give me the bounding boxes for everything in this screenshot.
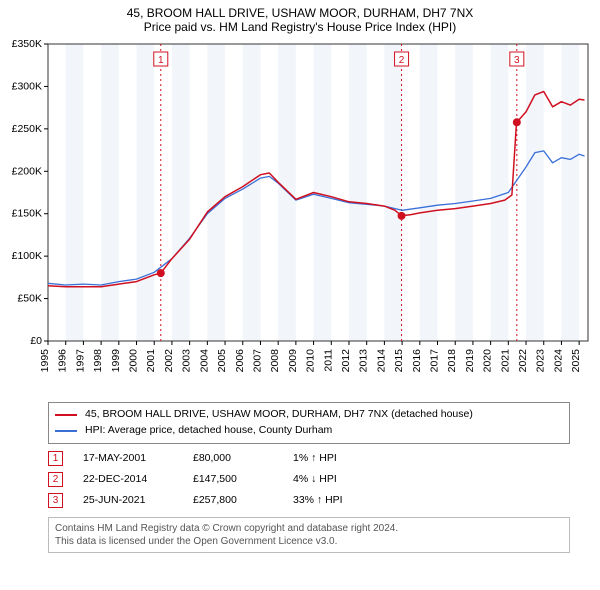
svg-text:2019: 2019	[464, 349, 476, 373]
sale-delta: 33% ↑ HPI	[293, 494, 373, 506]
page-subtitle: Price paid vs. HM Land Registry's House …	[10, 20, 590, 34]
sale-date: 22-DEC-2014	[83, 473, 173, 485]
sale-price: £147,500	[193, 473, 273, 485]
svg-text:£50K: £50K	[17, 293, 42, 305]
svg-text:£0: £0	[30, 335, 42, 347]
svg-text:2016: 2016	[411, 349, 423, 373]
svg-text:2025: 2025	[570, 349, 582, 373]
svg-text:2: 2	[399, 55, 405, 66]
legend: 45, BROOM HALL DRIVE, USHAW MOOR, DURHAM…	[48, 402, 570, 444]
svg-text:2021: 2021	[499, 349, 511, 373]
svg-text:2010: 2010	[305, 349, 317, 373]
sale-marker-icon: 2	[48, 472, 63, 487]
svg-text:2018: 2018	[446, 349, 458, 373]
svg-text:2022: 2022	[517, 349, 529, 373]
svg-text:1: 1	[158, 55, 164, 66]
svg-text:2009: 2009	[287, 349, 299, 373]
svg-text:2012: 2012	[340, 349, 352, 373]
sale-row: 3 25-JUN-2021 £257,800 33% ↑ HPI	[48, 490, 570, 511]
legend-label-property: 45, BROOM HALL DRIVE, USHAW MOOR, DURHAM…	[85, 407, 473, 423]
sales-table: 1 17-MAY-2001 £80,000 1% ↑ HPI 2 22-DEC-…	[48, 448, 570, 511]
svg-text:2007: 2007	[251, 349, 263, 373]
svg-text:2002: 2002	[163, 349, 175, 373]
svg-text:£150K: £150K	[12, 208, 42, 220]
svg-text:2014: 2014	[375, 349, 387, 373]
svg-text:£100K: £100K	[12, 250, 42, 262]
legend-row-hpi: HPI: Average price, detached house, Coun…	[55, 423, 563, 439]
legend-swatch-property	[55, 414, 77, 416]
svg-text:2013: 2013	[358, 349, 370, 373]
sale-marker-icon: 3	[48, 493, 63, 508]
svg-text:2020: 2020	[482, 349, 494, 373]
legend-row-property: 45, BROOM HALL DRIVE, USHAW MOOR, DURHAM…	[55, 407, 563, 423]
sale-delta: 4% ↓ HPI	[293, 473, 373, 485]
svg-text:1995: 1995	[39, 349, 51, 373]
svg-text:2024: 2024	[552, 349, 564, 373]
page-title: 45, BROOM HALL DRIVE, USHAW MOOR, DURHAM…	[10, 6, 590, 20]
price-chart: £0 £50K £100K £150K £200K £250K £300K £350K 1995…	[0, 36, 600, 396]
svg-text:2008: 2008	[269, 349, 281, 373]
chart-svg: £0 £50K £100K £150K £200K £250K £300K £350K 1995…	[0, 36, 600, 396]
svg-text:2003: 2003	[181, 349, 193, 373]
sale-row: 1 17-MAY-2001 £80,000 1% ↑ HPI	[48, 448, 570, 469]
svg-text:2001: 2001	[145, 349, 157, 373]
svg-text:1998: 1998	[92, 349, 104, 373]
svg-text:1996: 1996	[57, 349, 69, 373]
footer-line-1: Contains HM Land Registry data © Crown c…	[55, 522, 563, 535]
sale-marker-icon: 1	[48, 451, 63, 466]
svg-text:2015: 2015	[393, 349, 405, 373]
svg-text:1997: 1997	[74, 349, 86, 373]
sale-price: £80,000	[193, 452, 273, 464]
svg-text:2005: 2005	[216, 349, 228, 373]
legend-label-hpi: HPI: Average price, detached house, Coun…	[85, 423, 332, 439]
sale-price: £257,800	[193, 494, 273, 506]
svg-text:2006: 2006	[234, 349, 246, 373]
sale-date: 25-JUN-2021	[83, 494, 173, 506]
footer-line-2: This data is licensed under the Open Gov…	[55, 535, 563, 548]
sale-delta: 1% ↑ HPI	[293, 452, 373, 464]
title-area: 45, BROOM HALL DRIVE, USHAW MOOR, DURHAM…	[0, 0, 600, 36]
svg-text:1999: 1999	[110, 349, 122, 373]
svg-text:3: 3	[514, 55, 520, 66]
svg-text:£200K: £200K	[12, 165, 42, 177]
svg-text:£300K: £300K	[12, 80, 42, 92]
attribution-footer: Contains HM Land Registry data © Crown c…	[48, 517, 570, 553]
svg-text:2017: 2017	[429, 349, 441, 373]
svg-text:£350K: £350K	[12, 38, 42, 50]
svg-text:2004: 2004	[198, 349, 210, 373]
svg-text:2000: 2000	[128, 349, 140, 373]
svg-text:2011: 2011	[322, 349, 334, 372]
sale-date: 17-MAY-2001	[83, 452, 173, 464]
sale-row: 2 22-DEC-2014 £147,500 4% ↓ HPI	[48, 469, 570, 490]
svg-text:2023: 2023	[535, 349, 547, 373]
svg-text:£250K: £250K	[12, 123, 42, 135]
legend-swatch-hpi	[55, 430, 77, 432]
